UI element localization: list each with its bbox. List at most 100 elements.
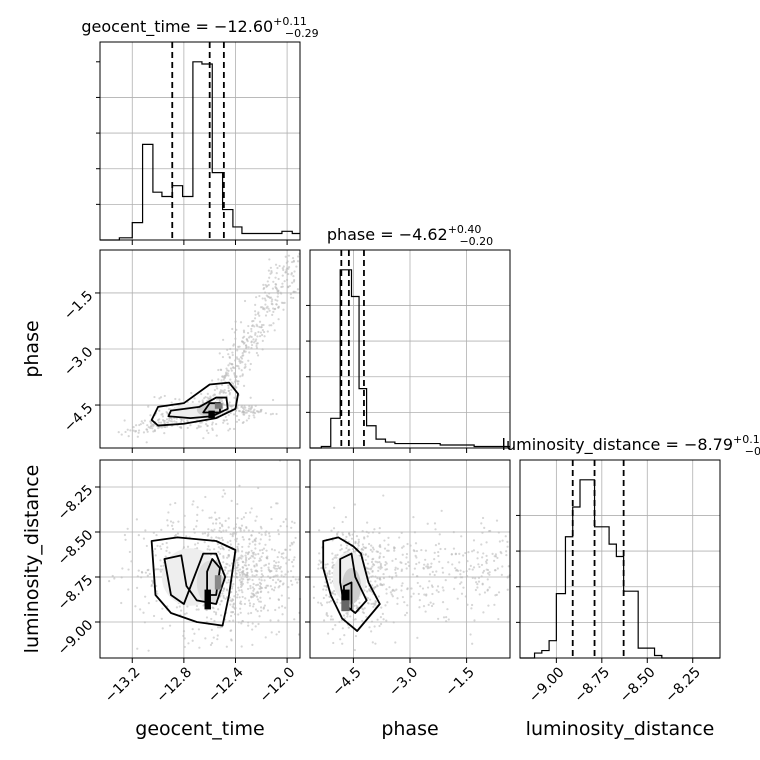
panel-geocent-time-vs-phase-point (271, 298, 274, 301)
panel-phase-vs-luminosity-distance-point (481, 583, 484, 586)
panel-geocent-time-vs-phase-point (267, 269, 271, 272)
panel-geocent-time-vs-luminosity-distance-point (277, 533, 280, 536)
panel-phase-vs-luminosity-distance-point (446, 608, 449, 611)
panel-phase-vs-luminosity-distance-point (369, 568, 372, 571)
panel-phase-vs-luminosity-distance-point (404, 614, 407, 617)
panel-geocent-time-vs-phase-point (260, 326, 263, 329)
panel-phase-vs-luminosity-distance-point (341, 533, 345, 536)
panel-phase-vs-luminosity-distance-point (380, 606, 383, 609)
panel-geocent-time-vs-luminosity-distance-point (249, 584, 252, 588)
panel-geocent-time-vs-luminosity-distance-point (276, 555, 279, 559)
panel-phase-vs-luminosity-distance-point (496, 567, 499, 570)
panel-geocent-time-vs-phase-point (254, 333, 257, 336)
panel-geocent-time-vs-phase-point (260, 333, 264, 337)
panel-geocent-time-vs-luminosity-distance-point (279, 524, 282, 528)
panel-phase-vs-luminosity-distance-point (341, 627, 344, 630)
panel-phase-vs-luminosity-distance-point (320, 603, 324, 607)
panel-phase-vs-luminosity-distance-point (476, 586, 479, 589)
panel-geocent-time-vs-luminosity-distance-point (134, 605, 137, 608)
panel-phase-vs-luminosity-distance-point (331, 618, 335, 621)
panel-geocent-time-vs-luminosity-distance-point (265, 556, 268, 560)
panel-geocent-time-vs-phase-point (230, 369, 233, 372)
panel-phase-vs-luminosity-distance-point (361, 607, 364, 610)
panel-phase-vs-luminosity-distance-point (482, 552, 485, 555)
panel-geocent-time-vs-luminosity-distance-point (287, 585, 290, 589)
panel-geocent-time-vs-phase-point (264, 303, 267, 306)
panel-phase-vs-luminosity-distance-point (465, 569, 468, 573)
panel-phase-vs-luminosity-distance-point (330, 615, 333, 618)
panel-geocent-time-vs-luminosity-distance-point (229, 532, 232, 536)
panel-geocent-time-vs-phase-point (190, 391, 193, 395)
panel-geocent-time-vs-phase-point (227, 374, 230, 377)
panel-geocent-time-vs-phase-point (230, 388, 233, 391)
panel-geocent-time-vs-luminosity-distance-point (225, 562, 228, 565)
panel-phase-vs-luminosity-distance-point (413, 567, 416, 570)
panel-geocent-time-vs-phase-point (145, 441, 148, 444)
panel-geocent-time-vs-luminosity-distance-point (144, 529, 147, 532)
panel-geocent-time-vs-luminosity-distance-point (269, 585, 272, 588)
panel-geocent-time-vs-phase-point (220, 399, 224, 403)
panel-phase-vs-luminosity-distance-point (366, 570, 370, 574)
panel-geocent-time-vs-luminosity-distance-point (266, 609, 270, 612)
panel-geocent-time-vs-luminosity-distance-point (142, 611, 145, 614)
panel-geocent-time-vs-luminosity-distance-point (251, 574, 254, 577)
panel-geocent-time-vs-luminosity-distance-point (247, 545, 250, 548)
panel-geocent-time-vs-phase-point (193, 397, 196, 400)
panel-geocent-time-vs-phase-point (163, 422, 167, 425)
panel-geocent-time-vs-phase-point (226, 369, 229, 372)
panel-geocent-time-vs-phase-point (255, 346, 259, 350)
panel-phase-vs-luminosity-distance-point (444, 547, 447, 551)
panel-phase-vs-luminosity-distance-point (324, 566, 327, 569)
panel-geocent-time-vs-phase-point (227, 389, 230, 392)
panel-geocent-time-vs-luminosity-distance-point (267, 562, 271, 565)
panel-geocent-time-vs-phase-point (230, 405, 233, 408)
panel-phase-vs-luminosity-distance-point (437, 617, 440, 620)
panel-geocent-time-vs-luminosity-distance-point (130, 560, 133, 563)
panel-phase-vs-luminosity-distance-point (471, 568, 474, 571)
panel-geocent-time-vs-phase-point (259, 306, 263, 309)
panel-geocent-time-vs-phase-point (229, 378, 232, 381)
panel-geocent-time-vs-phase-point (293, 270, 296, 273)
panel-phase-vs-luminosity-distance-point (470, 607, 473, 610)
panel-geocent-time-vs-phase-point (288, 284, 291, 288)
x-tick-label: −12.8 (154, 664, 196, 706)
panel-geocent-time-vs-phase-point (268, 258, 271, 261)
panel-phase-vs-luminosity-distance-point (384, 568, 387, 571)
panel-phase-vs-luminosity-distance-point (450, 553, 453, 556)
panel-geocent-time-vs-phase-point (264, 314, 268, 317)
panel-geocent-time-vs-luminosity-distance-point (289, 579, 293, 583)
panel-phase-vs-luminosity-distance-point (367, 602, 370, 605)
panel-geocent-time-vs-luminosity-distance-point (255, 583, 258, 587)
panel-geocent-time-vs-luminosity-distance-point (148, 572, 151, 576)
panel-geocent-time-vs-phase-point (253, 325, 256, 328)
panel-geocent-time-vs-phase-point (276, 290, 279, 293)
panel-geocent-time-vs-luminosity-distance-frame (99, 459, 301, 659)
panel-geocent-time-vs-phase-point (249, 396, 252, 399)
panel-phase-vs-luminosity-distance-point (394, 641, 397, 644)
panel-geocent-time-vs-phase-point (226, 422, 229, 425)
panel-geocent-time-vs-luminosity-distance-point (203, 532, 207, 535)
panel-geocent-time-vs-phase-point (260, 410, 263, 413)
panel-geocent-time-vs-phase-point (247, 407, 251, 410)
panel-phase-vs-luminosity-distance-point (374, 560, 377, 563)
panel-geocent-time-vs-luminosity-distance-point (235, 559, 238, 562)
panel-geocent-time-vs-luminosity-distance-point (296, 581, 299, 584)
panel-geocent-time-vs-phase-point (263, 335, 266, 338)
panel-geocent-time-vs-luminosity-distance-point (235, 540, 238, 543)
panel-geocent-time-vs-luminosity-distance-point (264, 586, 267, 589)
panel-geocent-time-vs-luminosity-distance-point (214, 611, 218, 614)
panel-phase-vs-luminosity-distance-point (378, 545, 381, 548)
panel-geocent-time-vs-phase-point (242, 410, 245, 413)
panel-geocent-time-vs-phase-point (236, 357, 239, 360)
panel-geocent-time-vs-phase-point (272, 280, 275, 283)
panel-geocent-time-vs-phase-point (219, 389, 223, 392)
panel-phase-vs-luminosity-distance-point (371, 546, 375, 549)
panel-geocent-time-vs-luminosity-distance-point (160, 565, 163, 568)
panel-geocent-time-vs-luminosity-distance-point (236, 561, 239, 564)
panel-phase-vs-luminosity-distance-point (354, 618, 357, 621)
panel-geocent-time-vs-luminosity-distance-point (269, 619, 272, 622)
panel-geocent-time-vs-luminosity-distance-point (263, 604, 266, 607)
panel-geocent-time-vs-phase-point (199, 421, 202, 424)
panel-geocent-time-vs-luminosity-distance-point (234, 526, 237, 529)
panel-phase-vs-luminosity-distance-point (493, 603, 496, 606)
